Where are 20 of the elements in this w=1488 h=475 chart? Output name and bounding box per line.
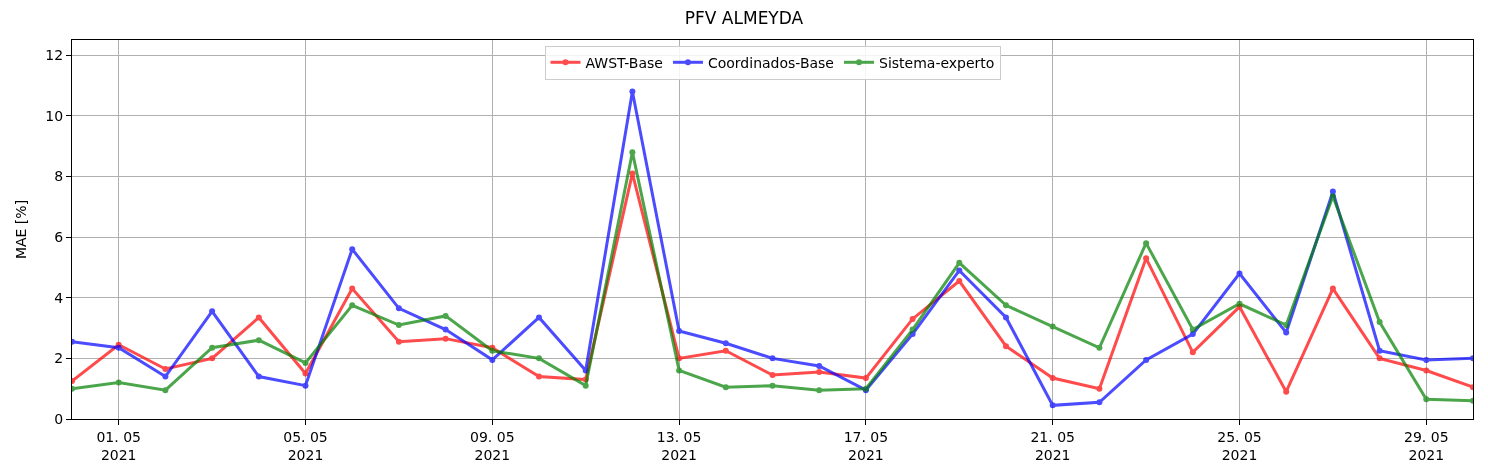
y-tick-label: 4 <box>54 289 64 306</box>
x-tick-label: 17. 05 2021 <box>843 428 889 463</box>
legend-label: AWST-Base <box>585 54 663 71</box>
x-tick-label: 05. 05 2021 <box>283 428 328 463</box>
chart-title: PFV ALMEYDA <box>684 7 804 28</box>
y-tick-label: 6 <box>54 228 64 245</box>
y-tick-label: 0 <box>54 410 64 427</box>
x-tick-label: 01. 05 2021 <box>96 428 141 463</box>
y-axis-title: MAE [%] <box>12 199 29 260</box>
x-tick-label: 21. 05 2021 <box>1030 428 1075 463</box>
x-tick-label: 09. 05 2021 <box>470 428 515 463</box>
y-tick-label: 2 <box>54 350 64 367</box>
x-tick-label: 29. 05 2021 <box>1404 428 1449 463</box>
y-tick-label: 12 <box>45 47 64 64</box>
y-tick-label: 10 <box>45 107 64 124</box>
y-tick-label: 8 <box>54 168 64 185</box>
legend-label: Coordinados-Base <box>707 54 834 71</box>
legend-label: Sistema-experto <box>879 54 995 71</box>
x-tick-label: 25. 05 2021 <box>1217 428 1262 463</box>
x-tick-label: 13. 05 2021 <box>656 428 702 463</box>
